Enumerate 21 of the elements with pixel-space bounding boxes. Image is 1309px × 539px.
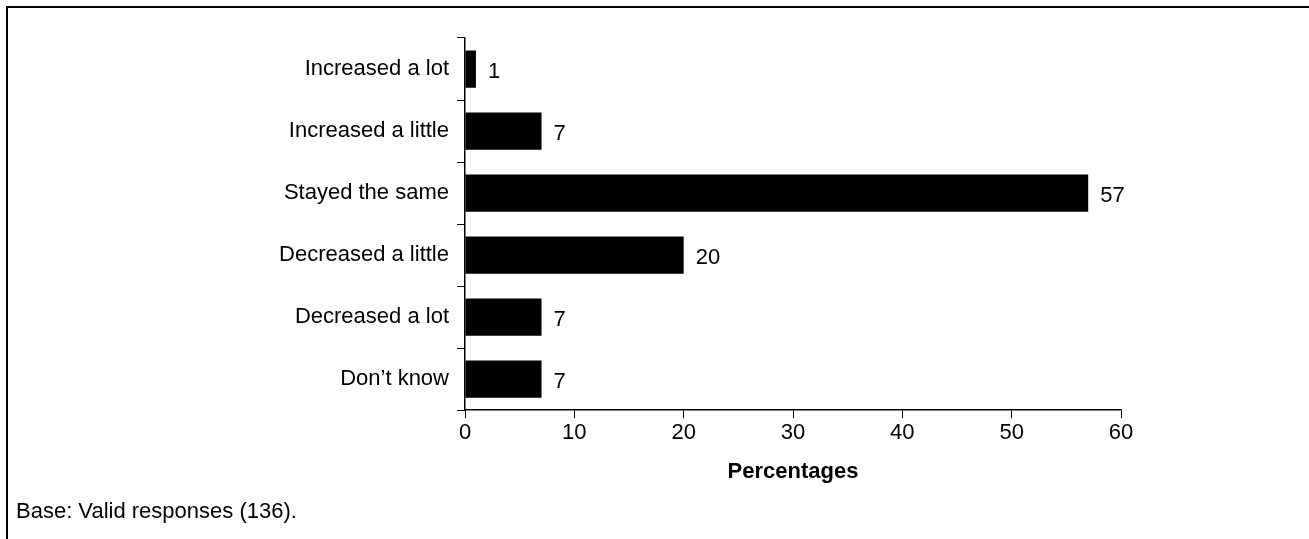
data-label: 1 [487,58,501,84]
x-tick-label: 20 [671,419,696,445]
x-tick-label: 0 [458,419,472,445]
y-tick-label: Decreased a lot [294,303,449,329]
data-label: 20 [695,244,721,270]
x-tick-label: 30 [780,419,806,445]
data-label: 57 [1100,182,1125,208]
x-tick-label: 60 [1108,419,1134,445]
data-label: 7 [553,120,566,146]
y-tick-label: Increased a lot [304,55,449,81]
y-tick-label: Stayed the same [283,179,449,205]
text: Base: Valid responses (136). [16,498,297,524]
x-axis-title: Percentages [727,457,859,483]
y-tick-label: Increased a little [288,117,449,143]
y-tick-label: Don’t know [340,365,450,391]
x-tick-label: 50 [999,419,1024,445]
data-label: 7 [553,306,566,332]
x-tick-label: 40 [890,419,915,445]
x-tick-label: 10 [562,419,587,445]
data-label: 7 [553,368,566,394]
y-tick-label: Decreased a little [279,241,449,267]
